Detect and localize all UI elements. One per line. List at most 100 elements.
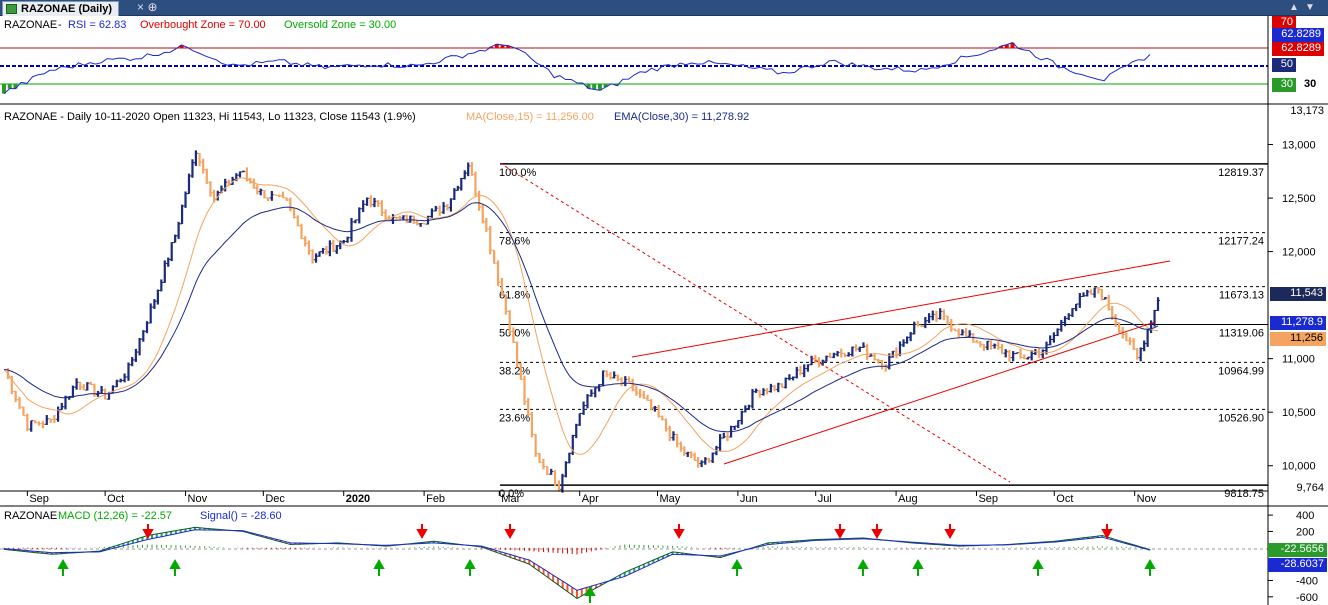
add-tab-icon[interactable]: ⊕ — [147, 0, 158, 14]
price-y-tick: 12,000 — [1282, 247, 1316, 259]
fib-value: 12177.24 — [1218, 236, 1264, 248]
buy-arrow-icon — [57, 558, 69, 576]
month-label: Feb — [426, 493, 445, 505]
price-y-tick: 10,500 — [1282, 407, 1316, 419]
sell-arrow-icon — [944, 524, 956, 540]
price-candles — [5, 150, 1160, 493]
sell-arrow-icon — [142, 524, 154, 540]
price-high-badge: 13,173 — [1281, 105, 1327, 119]
fib-value: 9818.75 — [1224, 488, 1264, 500]
month-label: 2020 — [346, 493, 370, 505]
rsi-overbought-label: Overbought Zone = 70.00 — [140, 19, 266, 31]
month-label: Sep — [29, 493, 49, 505]
fib-value: 11319.06 — [1219, 328, 1264, 340]
rsi-sep: - — [58, 19, 62, 31]
rsi-axis-30: 30 — [1304, 78, 1317, 90]
buy-arrow-icon — [373, 558, 385, 576]
rsi-oversold-badge: 30 — [1272, 78, 1296, 92]
macd-area — [3, 526, 1151, 600]
close-badge: 11,543 — [1270, 287, 1326, 301]
month-label: Oct — [107, 493, 124, 505]
sell-arrow-icon — [834, 524, 846, 540]
chevron-down-icon[interactable]: ▼ — [1305, 2, 1315, 13]
rsi-value-badge: 62.8289 — [1272, 28, 1324, 42]
month-label: Apr — [582, 493, 599, 505]
macd-symbol: RAZONAE — [4, 510, 57, 522]
fib-value: 10526.90 — [1218, 412, 1264, 424]
signal-line — [3, 529, 1151, 591]
rsi-oversold-label: Oversold Zone = 30.00 — [284, 19, 396, 31]
buy-arrow-icon — [731, 558, 743, 576]
macd-value-label: MACD (12,26) = -22.57 — [58, 510, 172, 522]
ema-label: EMA(Close,30) = 11,278.92 — [614, 111, 749, 123]
month-label: Nov — [188, 493, 208, 505]
trendline-down[interactable] — [499, 162, 1011, 483]
fib-pct: 38.2% — [499, 365, 530, 377]
y-axis: 13,000 12,500 12,000 11,000 10,500 10,000 400 2… — [1267, 16, 1318, 605]
buy-arrow-icon — [912, 558, 924, 576]
sell-arrow-icon — [673, 524, 685, 540]
channel-upper-line[interactable] — [631, 260, 1171, 358]
price-y-tick: 13,000 — [1282, 140, 1316, 152]
month-label: Dec — [265, 493, 285, 505]
price-y-tick: 12,500 — [1282, 193, 1316, 205]
month-label: Nov — [1137, 493, 1157, 505]
price-header: RAZONAE - Daily 10-11-2020 Open 11323, H… — [4, 111, 416, 123]
buy-arrow-icon — [1144, 558, 1156, 576]
macd-signal-label: Signal() = -28.60 — [200, 510, 282, 522]
chart-area[interactable]: RAZONAE - RSI = 62.83 Overbought Zone = … — [0, 16, 1328, 605]
fib-pct: 61.8% — [499, 290, 530, 302]
rsi-value-label: RSI = 62.83 — [68, 19, 126, 31]
month-label: May — [660, 493, 681, 505]
buy-arrow-icon — [1032, 558, 1044, 576]
macd-line — [3, 526, 1151, 600]
rsi-value-badge-red: 62.8289 — [1272, 42, 1324, 56]
buy-arrow-icon — [464, 558, 476, 576]
buy-arrow-icon — [584, 585, 596, 603]
price-low-badge: 9,764 — [1281, 482, 1327, 496]
close-icon[interactable]: × — [136, 0, 144, 14]
month-label: Jul — [818, 493, 832, 505]
tab-label: RAZONAE (Daily) — [21, 3, 113, 15]
fib-value: 11673.13 — [1219, 290, 1264, 302]
chart-tab[interactable]: RAZONAE (Daily) — [2, 1, 120, 16]
rsi-pane: RAZONAE - RSI = 62.83 Overbought Zone = … — [0, 16, 1328, 105]
fib-pct: 100.0% — [499, 167, 537, 179]
month-label: Jun — [740, 493, 758, 505]
rsi-line — [3, 42, 1151, 94]
price-y-tick: 11,000 — [1282, 354, 1315, 366]
price-pane: RAZONAE - Daily 10-11-2020 Open 11323, H… — [0, 111, 1328, 507]
macd-signal-arrows — [57, 524, 1156, 603]
x-axis-months: Sep Oct Nov Dec 2020 Feb Mar Apr May Jun Jul Aug Sep… — [26, 491, 1157, 505]
macd-y-tick: 200 — [1296, 526, 1314, 538]
month-label: Mar — [501, 493, 520, 505]
macd-y-tick: 400 — [1296, 510, 1314, 522]
fib-pct: 23.6% — [499, 412, 530, 424]
ma-badge: 11,256 — [1270, 332, 1326, 346]
sell-arrow-icon — [504, 524, 516, 540]
macd-badge: -22.5656 — [1268, 543, 1327, 557]
month-label: Sep — [978, 493, 998, 505]
month-label: Oct — [1056, 493, 1073, 505]
tab-bar: RAZONAE (Daily) × ⊕ ▲ ▼ — [0, 0, 1328, 16]
fib-value: 10964.99 — [1218, 365, 1264, 377]
sell-arrow-icon — [1101, 524, 1113, 540]
macd-histogram — [3, 544, 1151, 555]
channel-lower-line[interactable] — [723, 321, 1156, 465]
macd-pane: RAZONAE MACD (12,26) = -22.57 Signal() =… — [0, 510, 1268, 603]
fibonacci-levels[interactable]: 100.0% 12819.37 78.6% 12177.24 61.8% 11673.13… — [499, 163, 1268, 500]
buy-arrow-icon — [169, 558, 181, 576]
chevron-up-icon[interactable]: ▲ — [1289, 2, 1299, 13]
month-label: Aug — [898, 493, 918, 505]
fib-value: 12819.37 — [1218, 167, 1264, 179]
ema-line — [3, 202, 1159, 433]
ema-badge: 11,278.9 — [1270, 316, 1326, 330]
sell-arrow-icon — [416, 524, 428, 540]
price-y-tick: 10,000 — [1282, 461, 1316, 473]
chart-icon — [6, 4, 17, 14]
signal-badge: -28.6037 — [1268, 558, 1327, 572]
rsi-overbought-badge: 70 — [1272, 16, 1296, 30]
rsi-symbol: RAZONAE — [4, 19, 57, 31]
ma-label: MA(Close,15) = 11,256.00 — [466, 111, 594, 123]
macd-y-tick: -400 — [1296, 575, 1318, 587]
